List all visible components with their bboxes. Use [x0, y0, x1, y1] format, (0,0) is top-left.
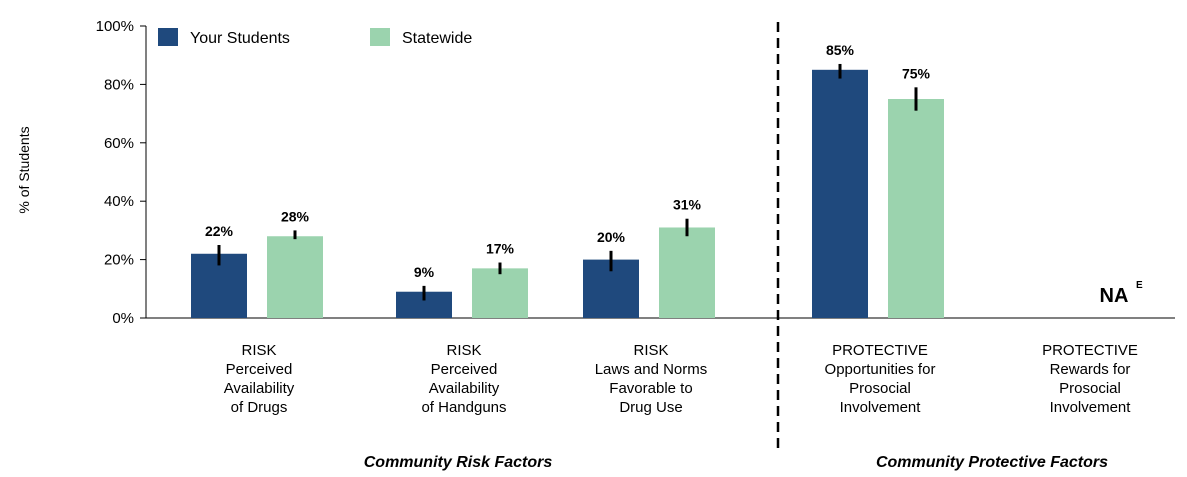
group-label-protective: Community Protective Factors — [876, 454, 1108, 471]
x-tick-label: Laws and Norms — [595, 361, 708, 378]
x-tick-label: Favorable to — [609, 380, 692, 397]
data-label: 22% — [205, 223, 234, 239]
group-label-risk: Community Risk Factors — [364, 454, 553, 471]
bar — [267, 236, 323, 318]
bar — [472, 268, 528, 318]
y-axis-title: % of Students — [16, 126, 32, 213]
data-label: 75% — [902, 65, 931, 81]
na-label: NA — [1100, 285, 1129, 307]
y-tick-label: 40% — [104, 193, 134, 210]
y-ticks: 0% 20% 40% 60% 80% 100% — [96, 18, 146, 327]
data-label: 9% — [414, 264, 435, 280]
x-tick-label: Rewards for — [1050, 361, 1131, 378]
bars: 22% 9% 20% 85% 28% 17% 31% 75% NA E — [191, 42, 1143, 318]
group-labels: Community Risk Factors Community Protect… — [364, 454, 1108, 471]
y-tick-label: 80% — [104, 76, 134, 93]
bar — [659, 227, 715, 318]
y-tick-label: 0% — [112, 310, 134, 327]
x-tick-label: Prosocial — [1059, 380, 1121, 397]
data-label: 20% — [597, 229, 626, 245]
legend: Your Students Statewide — [158, 28, 472, 47]
x-tick-label: of Drugs — [231, 399, 288, 416]
x-tick-label: RISK — [446, 342, 481, 359]
x-tick-label: RISK — [241, 342, 276, 359]
x-tick-label: of Handguns — [421, 399, 506, 416]
na-superscript: E — [1136, 280, 1143, 291]
bar — [888, 99, 944, 318]
data-label: 28% — [281, 208, 310, 224]
x-tick-labels: RISK Perceived Availability of Drugs RISK Per… — [224, 342, 1138, 416]
x-tick-label: Prosocial — [849, 380, 911, 397]
x-tick-label: Involvement — [840, 399, 922, 416]
legend-swatch — [158, 28, 178, 46]
legend-label: Statewide — [402, 30, 472, 47]
data-label: 17% — [486, 241, 515, 257]
legend-label: Your Students — [190, 30, 290, 47]
x-tick-label: Perceived — [431, 361, 498, 378]
x-tick-label: PROTECTIVE — [832, 342, 928, 359]
y-tick-label: 60% — [104, 135, 134, 152]
x-tick-label: PROTECTIVE — [1042, 342, 1138, 359]
bar — [812, 69, 868, 318]
legend-swatch — [370, 28, 390, 46]
x-tick-label: Drug Use — [619, 399, 682, 416]
x-tick-label: Perceived — [226, 361, 293, 378]
y-tick-label: 100% — [96, 18, 134, 35]
x-tick-label: Availability — [224, 380, 295, 397]
data-label: 85% — [826, 42, 855, 58]
x-tick-label: Availability — [429, 380, 500, 397]
x-tick-label: Opportunities for — [825, 361, 936, 378]
x-tick-label: RISK — [633, 342, 668, 359]
data-label: 31% — [673, 197, 702, 213]
y-tick-label: 20% — [104, 252, 134, 269]
x-tick-label: Involvement — [1050, 399, 1132, 416]
